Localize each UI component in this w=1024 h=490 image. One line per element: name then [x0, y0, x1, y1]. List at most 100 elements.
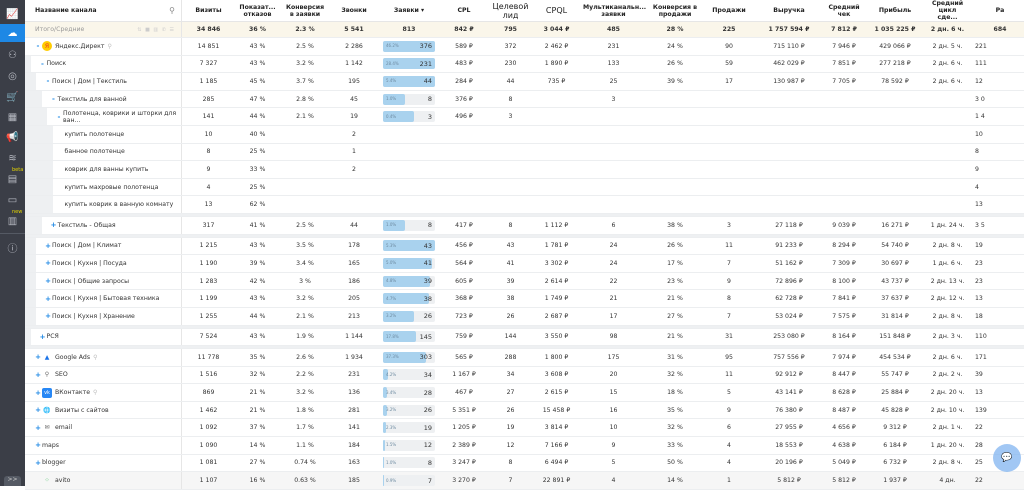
expand-icon[interactable]: +: [35, 353, 41, 362]
expand-icon[interactable]: +: [50, 221, 57, 230]
channel-name-cell[interactable]: - Текстиль для ванной: [25, 90, 182, 108]
sidebar-item-megaphone[interactable]: 📢: [0, 128, 25, 146]
expand-icon[interactable]: +: [35, 370, 41, 379]
table-row[interactable]: - Поиск 7 327 43 % 3.2 % 1 142 28.4% 231 483 ₽ 23…: [25, 55, 1024, 74]
expand-icon[interactable]: +: [45, 259, 51, 268]
channel-name[interactable]: + vk ВКонтакте ⚲: [25, 384, 181, 401]
channel-name-cell[interactable]: + Поиск | Кухня | Бытовая техника: [25, 290, 182, 307]
sidebar-item-channels[interactable]: ☁: [0, 24, 25, 42]
table-row[interactable]: банное полотенце 8 25 % 1 8: [25, 143, 1024, 162]
expand-icon[interactable]: +: [35, 388, 41, 397]
channel-name[interactable]: + Поиск | Кухня | Хранение: [36, 307, 181, 325]
channel-name[interactable]: купить коврик в ванную комнату: [52, 196, 181, 213]
sidebar-item-reports[interactable]: ▤ beta: [0, 167, 25, 188]
header-col-11[interactable]: Выручка: [773, 7, 805, 14]
table-row[interactable]: + blogger 1 081 27 % 0.74 % 163 1.0% 8 3 247 ₽ 8 6…: [25, 454, 1024, 473]
table-row[interactable]: + Текстиль - Общая 317 41 % 2.5 % 44 1.0% 8 417 …: [25, 216, 1024, 235]
channel-name[interactable]: - Текстиль для ванной: [41, 90, 181, 108]
expand-icon[interactable]: +: [35, 458, 41, 467]
channel-name-cell[interactable]: - Полотенца, коврики и шторки для ван...: [25, 108, 182, 125]
header-col-1[interactable]: Показат... отказов: [239, 3, 276, 18]
table-row[interactable]: + РСЯ 7 524 43 % 1.9 % 1 144 17.8% 145 759 ₽ 144 3…: [25, 328, 1024, 347]
sidebar-item-docs[interactable]: ▥ new: [0, 209, 25, 230]
table-row[interactable]: + ⚲ SEO 1 516 32 % 2.2 % 231 4.2% 34 1 167 ₽ 34 3 6…: [25, 366, 1024, 385]
header-col-4[interactable]: Заявки ▾: [393, 7, 425, 14]
expand-icon[interactable]: +: [45, 241, 51, 250]
expand-icon[interactable]: +: [35, 441, 41, 450]
table-row[interactable]: + 🌐 Визиты с сайтов 1 462 21 % 1.8 % 281 3.2% 26…: [25, 401, 1024, 420]
channel-name[interactable]: купить полотенце: [52, 125, 181, 143]
header-col-12[interactable]: Средний чек: [828, 3, 860, 18]
channel-name[interactable]: + maps: [25, 437, 181, 454]
channel-name[interactable]: + 🌐 Визиты с сайтов: [25, 401, 181, 419]
header-col-2[interactable]: Конверсия в заявки: [285, 3, 325, 18]
collapse-icon[interactable]: -: [36, 42, 40, 51]
expand-icon[interactable]: +: [35, 423, 41, 432]
table-row[interactable]: + Поиск | Кухня | Бытовая техника 1 199 43 …: [25, 290, 1024, 308]
channel-name[interactable]: + Текстиль - Общая: [41, 216, 181, 234]
channel-name-cell[interactable]: коврик для ванны купить: [25, 161, 182, 178]
channel-name-cell[interactable]: + 🌐 Визиты с сайтов: [25, 401, 182, 419]
channel-name-cell[interactable]: купить коврик в ванную комнату: [25, 196, 182, 213]
channel-name[interactable]: + РСЯ: [30, 328, 181, 346]
sidebar-item-info[interactable]: ⓘ: [0, 238, 25, 256]
table-row[interactable]: - Полотенца, коврики и шторки для ван... 1…: [25, 108, 1024, 126]
header-col-7[interactable]: CPQL: [545, 6, 568, 15]
sidebar-expand-button[interactable]: >>: [4, 476, 21, 486]
channel-name[interactable]: - Поиск: [30, 55, 181, 73]
channel-name[interactable]: + ✉ email: [25, 419, 181, 437]
expand-icon[interactable]: +: [45, 294, 51, 303]
channel-name-cell[interactable]: - Я Яндекс.Директ ⚲: [25, 38, 182, 55]
header-col-10[interactable]: Продажи: [712, 7, 746, 14]
header-channel-name[interactable]: Название канала ⚲: [25, 0, 182, 21]
sidebar-item-monitor[interactable]: ▭: [0, 191, 25, 209]
header-col-9[interactable]: Конверсия в продажи: [652, 3, 698, 18]
table-row[interactable]: - Поиск | Дом | Текстиль 1 185 45 % 3.7 % 195…: [25, 73, 1024, 91]
expand-icon[interactable]: +: [35, 406, 41, 415]
header-col-14[interactable]: Средний цикл сде...: [931, 0, 964, 21]
pin-icon[interactable]: ⚲: [93, 389, 98, 397]
channel-name-cell[interactable]: + maps: [25, 437, 182, 454]
channel-name[interactable]: + Поиск | Кухня | Посуда: [36, 255, 181, 272]
header-col-5[interactable]: CPL: [457, 7, 471, 14]
channel-name-cell[interactable]: + Поиск | Кухня | Хранение: [25, 307, 182, 325]
channel-name-cell[interactable]: + Поиск | Кухня | Посуда: [25, 255, 182, 272]
sidebar-item-calendar[interactable]: ▦: [0, 108, 25, 126]
expand-icon[interactable]: +: [45, 312, 51, 321]
channel-name-cell[interactable]: - Поиск: [25, 55, 182, 73]
channel-name-cell[interactable]: - Поиск | Дом | Текстиль: [25, 73, 182, 90]
channel-name[interactable]: банное полотенце: [52, 143, 181, 161]
sidebar-item-money[interactable]: ◎: [0, 67, 25, 85]
channel-name-cell[interactable]: + Текстиль - Общая: [25, 216, 182, 234]
expand-icon[interactable]: +: [39, 332, 46, 341]
table-row[interactable]: + maps 1 090 14 % 1.1 % 184 1.5% 12 2 389 ₽ 12 7 1…: [25, 437, 1024, 455]
table-row[interactable]: + Поиск | Дом | Климат 1 215 43 % 3.5 % 178 5.…: [25, 237, 1024, 256]
sidebar-item-dashboard[interactable]: 📈: [0, 5, 25, 23]
channel-name-cell[interactable]: купить полотенце: [25, 125, 182, 143]
channel-name[interactable]: + blogger: [25, 454, 181, 472]
table-row[interactable]: + Поиск | Общие запросы 1 283 42 % 3 % 186 4.8…: [25, 272, 1024, 291]
pin-icon[interactable]: ⚲: [93, 353, 98, 361]
table-row[interactable]: коврик для ванны купить 9 33 % 2 9: [25, 161, 1024, 179]
channel-name-cell[interactable]: + ▲ Google Ads ⚲: [25, 349, 182, 366]
table-row[interactable]: купить полотенце 10 40 % 2 10: [25, 125, 1024, 144]
table-row[interactable]: ⁘ avito 1 107 16 % 0.63 % 185 0.9% 7 3 270 ₽ 7 22 …: [25, 472, 1024, 490]
channel-name[interactable]: коврик для ванны купить: [52, 161, 181, 178]
header-col-15[interactable]: Ра: [995, 7, 1005, 14]
expand-icon[interactable]: +: [45, 277, 51, 286]
search-icon[interactable]: ⚲: [169, 6, 175, 15]
sidebar-item-hierarchy[interactable]: ⚇: [0, 46, 25, 64]
channel-name-cell[interactable]: + ✉ email: [25, 419, 182, 437]
table-row[interactable]: + ▲ Google Ads ⚲ 11 778 35 % 2.6 % 1 934 37.3% 30…: [25, 349, 1024, 367]
channel-name-cell[interactable]: + Поиск | Дом | Климат: [25, 237, 182, 255]
header-col-8[interactable]: Мультиканальн... заявки: [583, 3, 647, 18]
collapse-icon[interactable]: -: [52, 95, 55, 104]
channel-name-cell[interactable]: + vk ВКонтакте ⚲: [25, 384, 182, 401]
table-row[interactable]: + ✉ email 1 092 37 % 1.7 % 141 2.3% 19 1 205 ₽ 19 3…: [25, 419, 1024, 438]
table-row[interactable]: + Поиск | Кухня | Хранение 1 255 44 % 2.1 % 2…: [25, 307, 1024, 326]
table-row[interactable]: + Поиск | Кухня | Посуда 1 190 39 % 3.4 % 165…: [25, 255, 1024, 273]
channel-name[interactable]: + Поиск | Кухня | Бытовая техника: [36, 290, 181, 307]
channel-name-cell[interactable]: + РСЯ: [25, 328, 182, 346]
channel-name[interactable]: + Поиск | Дом | Климат: [36, 237, 181, 255]
table-row[interactable]: + vk ВКонтакте ⚲ 869 21 % 3.2 % 136 3.4% 28 467 ₽ 2…: [25, 384, 1024, 402]
